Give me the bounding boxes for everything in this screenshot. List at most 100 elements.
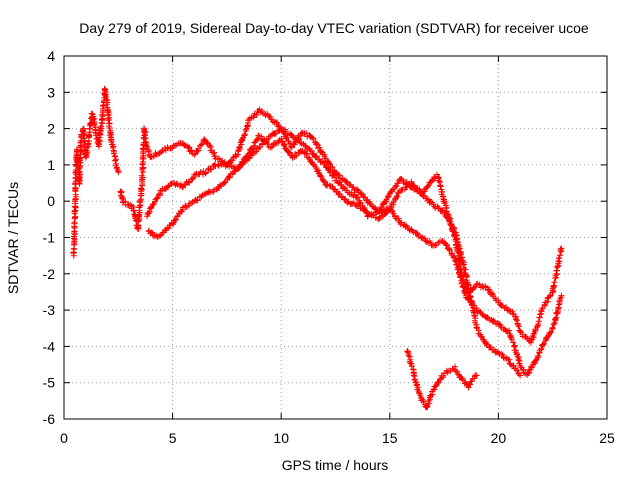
data-point-run — [443, 365, 457, 376]
data-point — [473, 372, 480, 379]
data-point-run — [375, 205, 392, 223]
data-point-run — [437, 369, 448, 383]
data-point-run — [91, 119, 99, 137]
data-point-run — [506, 327, 523, 367]
data-point-run — [398, 181, 413, 193]
data-point-run — [434, 171, 447, 203]
x-tick-labels: 0 5 10 15 20 25 — [60, 430, 615, 446]
series-sat-track-2 — [117, 106, 565, 346]
data-point-run — [169, 180, 185, 190]
data-point-run — [213, 178, 229, 193]
data-point-run — [147, 149, 164, 160]
data-point-run — [310, 135, 328, 158]
y-tick-label: 3 — [47, 84, 55, 100]
data-point-run — [354, 186, 371, 204]
data-point-run — [538, 289, 556, 314]
data-point-run — [267, 137, 283, 151]
data-point — [517, 372, 524, 379]
data-point-run — [408, 178, 425, 197]
data-point-run — [310, 150, 328, 166]
data-point-run — [517, 328, 533, 345]
data-point-run — [473, 280, 489, 291]
data-point-run — [386, 176, 403, 197]
series-sat-track-4 — [145, 132, 524, 379]
data-point-run — [321, 153, 338, 175]
data-point-run — [473, 324, 490, 348]
data-point-run — [430, 378, 442, 393]
data-point-run — [404, 348, 414, 367]
data-point-run — [71, 169, 80, 222]
data-point-run — [408, 360, 419, 385]
data-point-run — [527, 323, 541, 346]
data-point-run — [539, 325, 556, 349]
x-tick-label: 25 — [599, 430, 615, 446]
data-point-run — [101, 85, 111, 108]
y-tick-label: 0 — [47, 193, 55, 209]
x-tick-label: 0 — [60, 430, 68, 446]
data-point-run — [224, 166, 240, 183]
y-axis-label: SDTVAR / TECUs — [5, 182, 21, 294]
data-point-run — [245, 132, 262, 157]
data-point-run — [451, 255, 469, 297]
data-point-run — [158, 220, 175, 238]
data-point — [558, 245, 565, 252]
data-point-run — [430, 201, 446, 214]
y-tick-label: -2 — [43, 266, 56, 282]
data-point-run — [191, 168, 207, 178]
y-tick-label: 2 — [47, 121, 55, 137]
x-tick-label: 15 — [382, 430, 398, 446]
data-point-run — [462, 271, 480, 331]
data-point — [558, 292, 565, 299]
data-point-run — [549, 246, 565, 295]
data-point-run — [534, 345, 545, 361]
data-point-run — [387, 188, 403, 213]
data-point-run — [299, 129, 316, 141]
data-point-run — [429, 238, 446, 249]
data-point-run — [451, 225, 469, 277]
data-point-run — [549, 294, 565, 332]
data-point-run — [419, 192, 436, 206]
data-point-run — [88, 110, 98, 123]
data-point-run — [97, 109, 106, 132]
data-point-run — [267, 114, 283, 130]
data-point-run — [332, 170, 349, 185]
series-sat-track-1 — [70, 85, 122, 259]
data-point-run — [104, 104, 113, 131]
data-point-run — [354, 201, 370, 216]
data-point-run — [110, 147, 120, 167]
data-point-run — [180, 175, 197, 191]
data-marks — [70, 85, 565, 411]
data-point-run — [180, 198, 196, 211]
data-point-run — [180, 141, 196, 157]
x-tick-label: 10 — [273, 430, 289, 446]
y-tick-label: -1 — [43, 230, 56, 246]
series-sat-track-5 — [404, 348, 480, 411]
y-tick-label: -3 — [43, 302, 56, 318]
data-point-run — [524, 356, 540, 378]
data-point-run — [300, 140, 316, 158]
x-axis-label: GPS time / hours — [282, 457, 389, 473]
data-point-run — [159, 180, 175, 194]
y-tick-labels: 4 3 2 1 0 -1 -2 -3 -4 -5 -6 — [43, 48, 56, 427]
x-tick-label: 5 — [169, 430, 177, 446]
data-point-run — [212, 160, 229, 170]
data-point-run — [278, 135, 295, 159]
data-point-run — [144, 205, 153, 220]
data-point-run — [117, 188, 126, 202]
data-point-run — [413, 379, 425, 404]
data-point-run — [84, 125, 93, 150]
data-point-run — [441, 209, 457, 231]
data-point-run — [321, 162, 339, 181]
data-point-run — [534, 308, 545, 329]
data-point-run — [119, 198, 135, 212]
data-point-run — [278, 126, 295, 138]
x-tick-label: 20 — [491, 430, 507, 446]
data-point-run — [170, 206, 186, 228]
data-point-run — [512, 313, 523, 334]
data-point-run — [452, 363, 464, 381]
data-point-run — [202, 137, 219, 160]
data-point-run — [332, 186, 349, 203]
data-point-run — [148, 187, 164, 211]
